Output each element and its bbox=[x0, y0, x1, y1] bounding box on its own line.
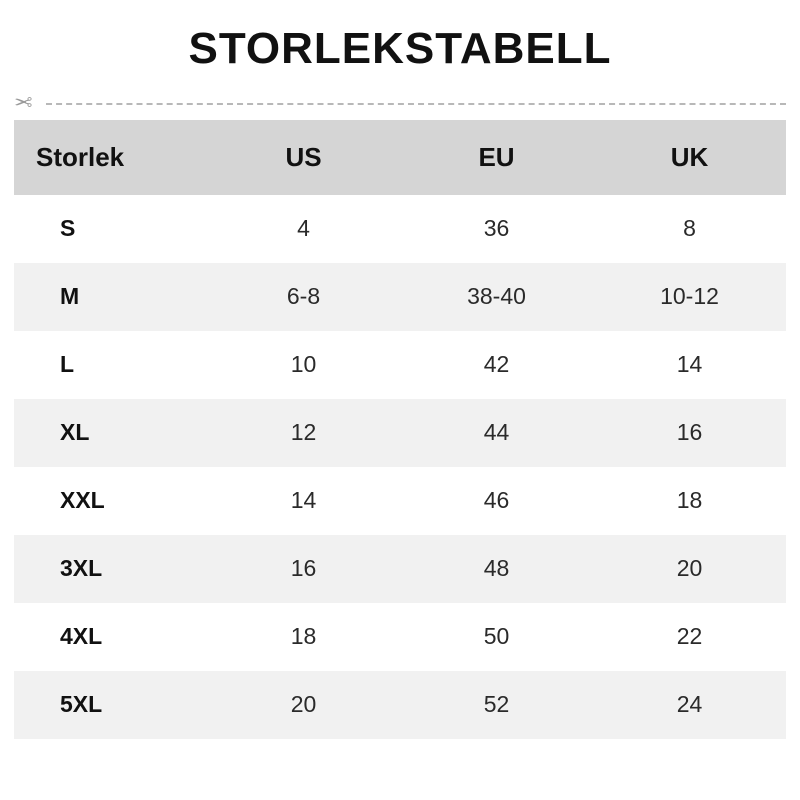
cell-uk: 18 bbox=[593, 467, 786, 535]
cell-us: 20 bbox=[207, 671, 400, 739]
cell-size: S bbox=[14, 195, 207, 263]
cell-us: 6-8 bbox=[207, 263, 400, 331]
divider: ✂ bbox=[0, 92, 800, 116]
table-header-row: Storlek US EU UK bbox=[14, 120, 786, 195]
cell-uk: 14 bbox=[593, 331, 786, 399]
table-row: S 4 36 8 bbox=[14, 195, 786, 263]
size-chart-container: STORLEKSTABELL ✂ Storlek US EU UK S 4 36… bbox=[0, 0, 800, 739]
col-header-eu: EU bbox=[400, 120, 593, 195]
scissors-icon: ✂ bbox=[14, 92, 32, 114]
cell-size: XXL bbox=[14, 467, 207, 535]
cell-uk: 10-12 bbox=[593, 263, 786, 331]
cell-size: M bbox=[14, 263, 207, 331]
cell-us: 14 bbox=[207, 467, 400, 535]
cell-uk: 8 bbox=[593, 195, 786, 263]
cell-eu: 38-40 bbox=[400, 263, 593, 331]
cell-uk: 24 bbox=[593, 671, 786, 739]
cell-size: 4XL bbox=[14, 603, 207, 671]
table-row: L 10 42 14 bbox=[14, 331, 786, 399]
divider-line bbox=[46, 103, 786, 105]
cell-eu: 50 bbox=[400, 603, 593, 671]
cell-size: XL bbox=[14, 399, 207, 467]
cell-us: 10 bbox=[207, 331, 400, 399]
size-table: Storlek US EU UK S 4 36 8 M 6-8 38-40 10… bbox=[14, 120, 786, 739]
cell-size: 3XL bbox=[14, 535, 207, 603]
table-row: XXL 14 46 18 bbox=[14, 467, 786, 535]
col-header-uk: UK bbox=[593, 120, 786, 195]
cell-us: 18 bbox=[207, 603, 400, 671]
cell-size: 5XL bbox=[14, 671, 207, 739]
table-row: 4XL 18 50 22 bbox=[14, 603, 786, 671]
col-header-size: Storlek bbox=[14, 120, 207, 195]
cell-eu: 46 bbox=[400, 467, 593, 535]
cell-eu: 48 bbox=[400, 535, 593, 603]
page-title: STORLEKSTABELL bbox=[0, 0, 800, 92]
cell-us: 12 bbox=[207, 399, 400, 467]
table-row: XL 12 44 16 bbox=[14, 399, 786, 467]
table-row: 3XL 16 48 20 bbox=[14, 535, 786, 603]
cell-us: 16 bbox=[207, 535, 400, 603]
table-row: M 6-8 38-40 10-12 bbox=[14, 263, 786, 331]
cell-eu: 44 bbox=[400, 399, 593, 467]
cell-eu: 36 bbox=[400, 195, 593, 263]
cell-size: L bbox=[14, 331, 207, 399]
cell-uk: 16 bbox=[593, 399, 786, 467]
col-header-us: US bbox=[207, 120, 400, 195]
table-row: 5XL 20 52 24 bbox=[14, 671, 786, 739]
cell-uk: 22 bbox=[593, 603, 786, 671]
cell-eu: 42 bbox=[400, 331, 593, 399]
cell-uk: 20 bbox=[593, 535, 786, 603]
cell-eu: 52 bbox=[400, 671, 593, 739]
cell-us: 4 bbox=[207, 195, 400, 263]
